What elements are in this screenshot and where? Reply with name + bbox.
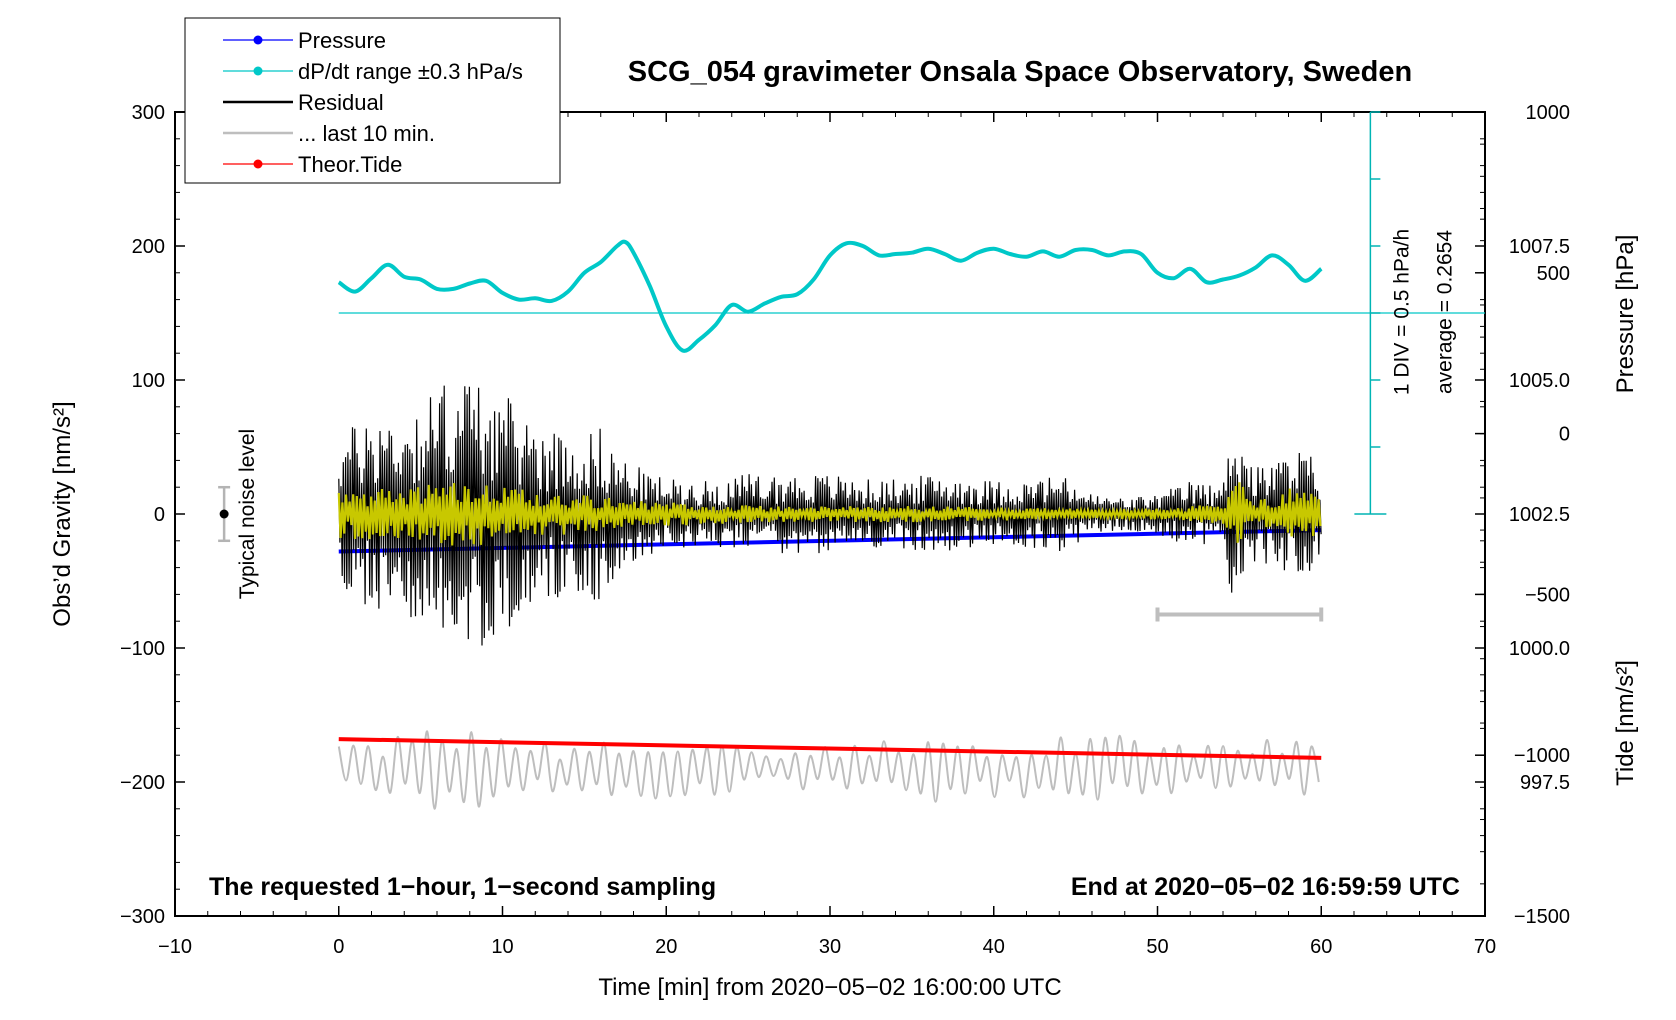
x-tick-label: −10 bbox=[158, 936, 192, 958]
pressure-tick-label: 1005.0 bbox=[1509, 370, 1570, 392]
legend-label: Residual bbox=[298, 90, 384, 115]
pressure-tick-label: 997.5 bbox=[1520, 772, 1570, 794]
x-tick-label: 30 bbox=[819, 936, 841, 958]
x-tick-label: 0 bbox=[333, 936, 344, 958]
legend: Pressure dP/dt range ±0.3 hPa/s Residual..… bbox=[184, 17, 561, 184]
x-tick-label: 10 bbox=[491, 936, 513, 958]
dpdt-line bbox=[337, 239, 1323, 353]
tide-tick-label: −500 bbox=[1525, 584, 1570, 606]
legend-marker bbox=[253, 35, 263, 45]
y-tick-label: 200 bbox=[132, 236, 165, 258]
x-axis-label: Time [min] from 2020−05−02 16:00:00 UTC bbox=[598, 974, 1061, 1001]
y-tick-label: 300 bbox=[132, 102, 165, 124]
average-label: average = 0.2654 bbox=[1433, 230, 1456, 394]
tide-tick-label: −1000 bbox=[1514, 745, 1570, 767]
div-label: 1 DIV = 0.5 hPa/h bbox=[1390, 229, 1413, 395]
legend-label: ... last 10 min. bbox=[298, 121, 435, 146]
tide-tick-label: 1000 bbox=[1526, 102, 1571, 124]
y-tick-label: −200 bbox=[120, 772, 165, 794]
tide-tick-label: 0 bbox=[1559, 424, 1570, 446]
legend-label: Pressure bbox=[298, 28, 386, 53]
legend-marker bbox=[253, 66, 263, 76]
footer-end-time: End at 2020−05−02 16:59:59 UTC bbox=[1071, 873, 1460, 901]
x-tick-label: 40 bbox=[983, 936, 1005, 958]
footer-sampling-note: The requested 1−hour, 1−second sampling bbox=[209, 873, 716, 901]
tide-axis-label: Tide [nm/s²] bbox=[1612, 660, 1639, 786]
x-tick-label: 20 bbox=[655, 936, 677, 958]
y-tick-label: −300 bbox=[120, 906, 165, 928]
legend-box bbox=[184, 17, 561, 184]
x-tick-label: 50 bbox=[1146, 936, 1168, 958]
residual-filtered-line bbox=[337, 482, 1322, 546]
pressure-tick-label: 1002.5 bbox=[1509, 504, 1570, 526]
last10-line bbox=[337, 730, 1320, 810]
noise-label: Typical noise level bbox=[236, 429, 259, 599]
legend-label: dP/dt range ±0.3 hPa/s bbox=[298, 59, 523, 84]
tide-tick-label: 500 bbox=[1537, 263, 1570, 285]
y-axis-label-left: Obs’d Gravity [nm/s²] bbox=[49, 401, 76, 626]
tide-tick-label: −1500 bbox=[1514, 906, 1570, 928]
pressure-tick-label: 1007.5 bbox=[1509, 236, 1570, 258]
chart-title: SCG_054 gravimeter Onsala Space Observat… bbox=[628, 56, 1412, 88]
y-tick-label: 100 bbox=[132, 370, 165, 392]
y-tick-label: 0 bbox=[154, 504, 165, 526]
noise-dot bbox=[219, 509, 229, 519]
pressure-axis-label: Pressure [hPa] bbox=[1612, 235, 1639, 394]
tide-line bbox=[338, 737, 1322, 760]
legend-marker bbox=[253, 159, 263, 169]
legend-label: Theor.Tide bbox=[298, 152, 402, 177]
y-axis-label-left-text: Obs’d Gravity [nm/s²] bbox=[49, 401, 76, 626]
residual-line bbox=[338, 385, 1322, 646]
y-tick-label: −100 bbox=[120, 638, 165, 660]
x-tick-label: 70 bbox=[1474, 936, 1496, 958]
x-tick-label: 60 bbox=[1310, 936, 1332, 958]
pressure-tick-label: 1000.0 bbox=[1509, 638, 1570, 660]
